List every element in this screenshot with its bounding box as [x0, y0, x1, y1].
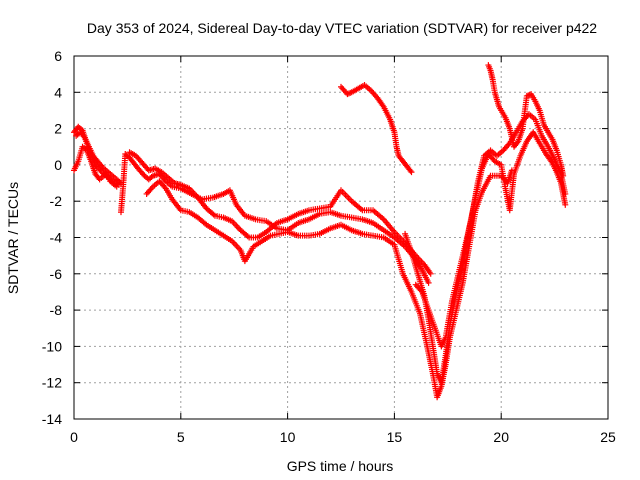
x-axis-label: GPS time / hours — [287, 458, 394, 474]
y-tick-label: -6 — [50, 266, 63, 282]
x-tick-label: 20 — [493, 429, 509, 445]
data-point — [562, 190, 569, 197]
data-point — [514, 139, 521, 146]
y-tick-label: -8 — [50, 302, 63, 318]
y-tick-label: -10 — [42, 338, 62, 354]
x-tick-label: 10 — [280, 429, 296, 445]
data-point — [80, 133, 87, 140]
data-point — [407, 167, 414, 174]
y-tick-labels: -14 -12 -10 -8 -6 -4 -2 0 2 4 6 — [42, 48, 62, 427]
data-points — [71, 62, 569, 401]
y-tick-label: -12 — [42, 375, 62, 391]
y-axis-label: SDTVAR / TECUs — [5, 182, 21, 294]
series-8 — [338, 82, 415, 176]
y-tick-label: 4 — [54, 84, 62, 100]
series-7 — [412, 111, 569, 350]
series-9 — [485, 62, 567, 179]
data-point — [562, 201, 569, 208]
data-point — [425, 279, 432, 286]
data-point — [427, 270, 434, 277]
y-tick-label: -4 — [50, 230, 63, 246]
data-point — [113, 183, 120, 190]
x-tick-label: 0 — [70, 429, 78, 445]
y-tick-label: -2 — [50, 193, 63, 209]
y-tick-label: 6 — [54, 48, 62, 64]
data-point — [408, 169, 415, 176]
series-1 — [71, 143, 120, 190]
y-tick-label: 2 — [54, 121, 62, 137]
series-4 — [126, 149, 434, 277]
y-tick-label: -14 — [42, 411, 62, 427]
x-tick-labels: 0 5 10 15 20 25 — [70, 429, 616, 445]
data-point — [560, 172, 567, 179]
chart-title: Day 353 of 2024, Sidereal Day-to-day VTE… — [87, 20, 597, 36]
grid — [74, 56, 608, 419]
x-tick-label: 25 — [600, 429, 616, 445]
x-tick-label: 5 — [177, 429, 185, 445]
y-tick-label: 0 — [54, 157, 62, 173]
x-tick-label: 15 — [387, 429, 403, 445]
series-2 — [73, 129, 124, 187]
